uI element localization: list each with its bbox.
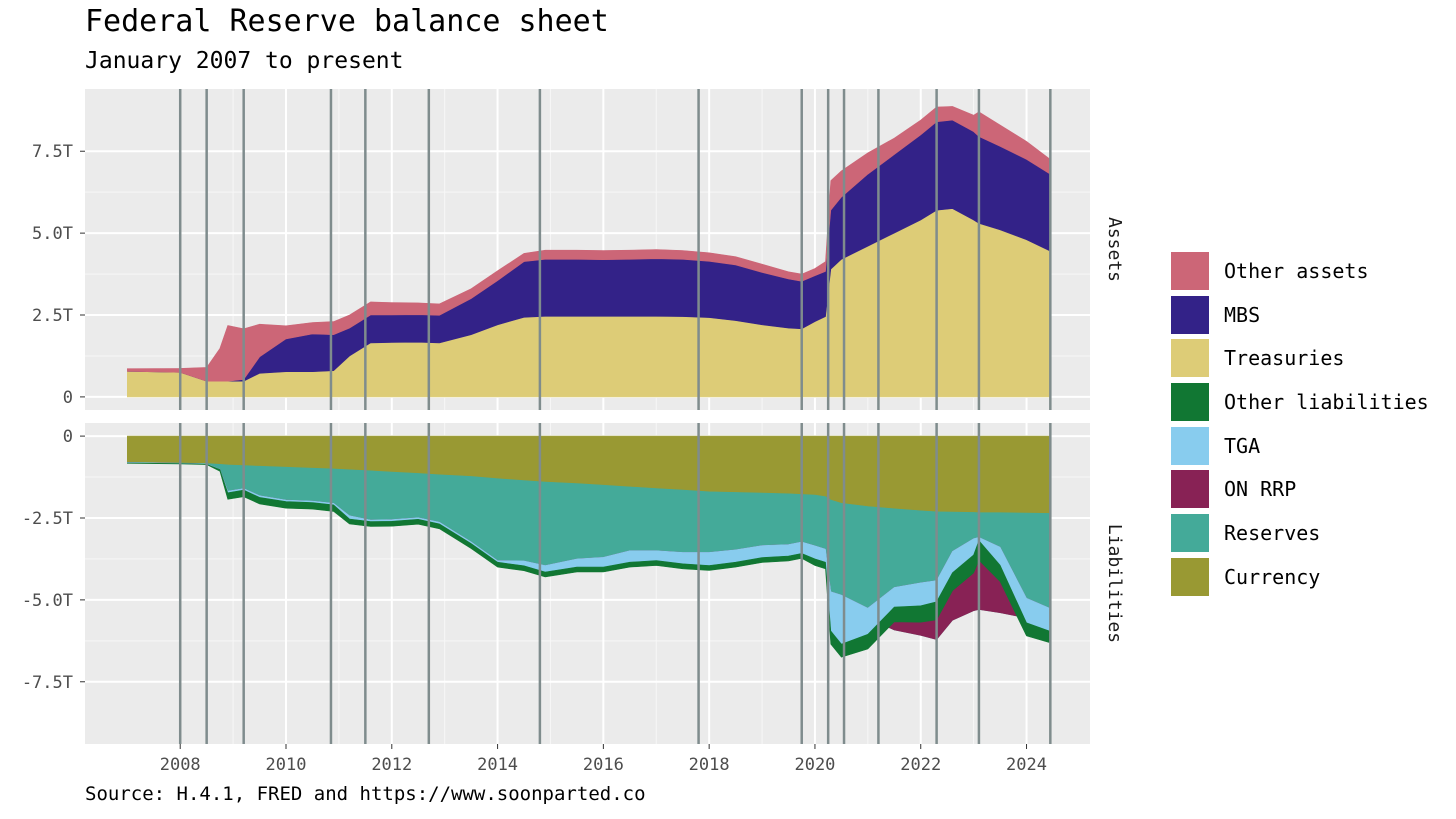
- legend-label: MBS: [1224, 302, 1261, 327]
- legend-swatch: [1170, 338, 1210, 379]
- facet-strip-label: Liabilities: [1104, 524, 1125, 643]
- legend-item: Other liabilities: [1170, 380, 1429, 424]
- chart-title: Federal Reserve balance sheet: [85, 4, 609, 39]
- legend-swatch: [1170, 469, 1210, 510]
- legend-swatch: [1170, 381, 1210, 422]
- y-tick-label: 2.5T: [32, 306, 73, 326]
- legend-item: ON RRP: [1170, 467, 1429, 511]
- legend-item: TGA: [1170, 424, 1429, 468]
- y-tick-label: -2.5T: [22, 509, 73, 529]
- legend-item: MBS: [1170, 293, 1429, 337]
- x-tick-label: 2018: [689, 755, 730, 775]
- y-tick-label: 5.0T: [32, 224, 73, 244]
- legend-item: Treasuries: [1170, 336, 1429, 380]
- y-tick-label: -7.5T: [22, 673, 73, 693]
- legend-swatch: [1170, 250, 1210, 291]
- legend-item: Other assets: [1170, 249, 1429, 293]
- legend-label: TGA: [1224, 433, 1261, 458]
- legend-swatch: [1170, 294, 1210, 335]
- legend-label: Other liabilities: [1224, 389, 1429, 414]
- legend-label: Currency: [1224, 564, 1321, 589]
- legend-label: ON RRP: [1224, 477, 1297, 502]
- source-caption: Source: H.4.1, FRED and https://www.soon…: [85, 783, 646, 805]
- panel-liabilities: 0 -2.5T -5.0T -7.5T Liabilities: [22, 423, 1125, 744]
- y-tick-label: -5.0T: [22, 591, 73, 611]
- legend-swatch: [1170, 512, 1210, 553]
- x-tick-label: 2012: [371, 755, 412, 775]
- x-tick-label: 2016: [583, 755, 624, 775]
- chart-subtitle: January 2007 to present: [85, 48, 404, 74]
- legend-item: Currency: [1170, 555, 1429, 599]
- x-tick-label: 2020: [794, 755, 835, 775]
- legend-label: Treasuries: [1224, 346, 1345, 371]
- x-tick-label: 2024: [1006, 755, 1047, 775]
- legend-swatch: [1170, 556, 1210, 597]
- chart-legend: Other assets MBS Treasuries Other liabiliti…: [1170, 249, 1429, 599]
- legend-item: Reserves: [1170, 511, 1429, 555]
- legend-label: Reserves: [1224, 520, 1321, 545]
- facet-strip-label: Assets: [1104, 217, 1125, 282]
- x-tick-label: 2022: [900, 755, 941, 775]
- y-tick-label: 0: [63, 388, 73, 408]
- x-tick-label: 2008: [160, 755, 201, 775]
- legend-label: Other assets: [1224, 258, 1369, 283]
- y-tick-label: 0: [63, 427, 73, 447]
- legend-swatch: [1170, 425, 1210, 466]
- panel-assets: 0 2.5T 5.0T 7.5T Assets: [32, 89, 1125, 410]
- y-tick-label: 7.5T: [32, 142, 73, 162]
- x-tick-label: 2010: [266, 755, 307, 775]
- x-tick-label: 2014: [477, 755, 518, 775]
